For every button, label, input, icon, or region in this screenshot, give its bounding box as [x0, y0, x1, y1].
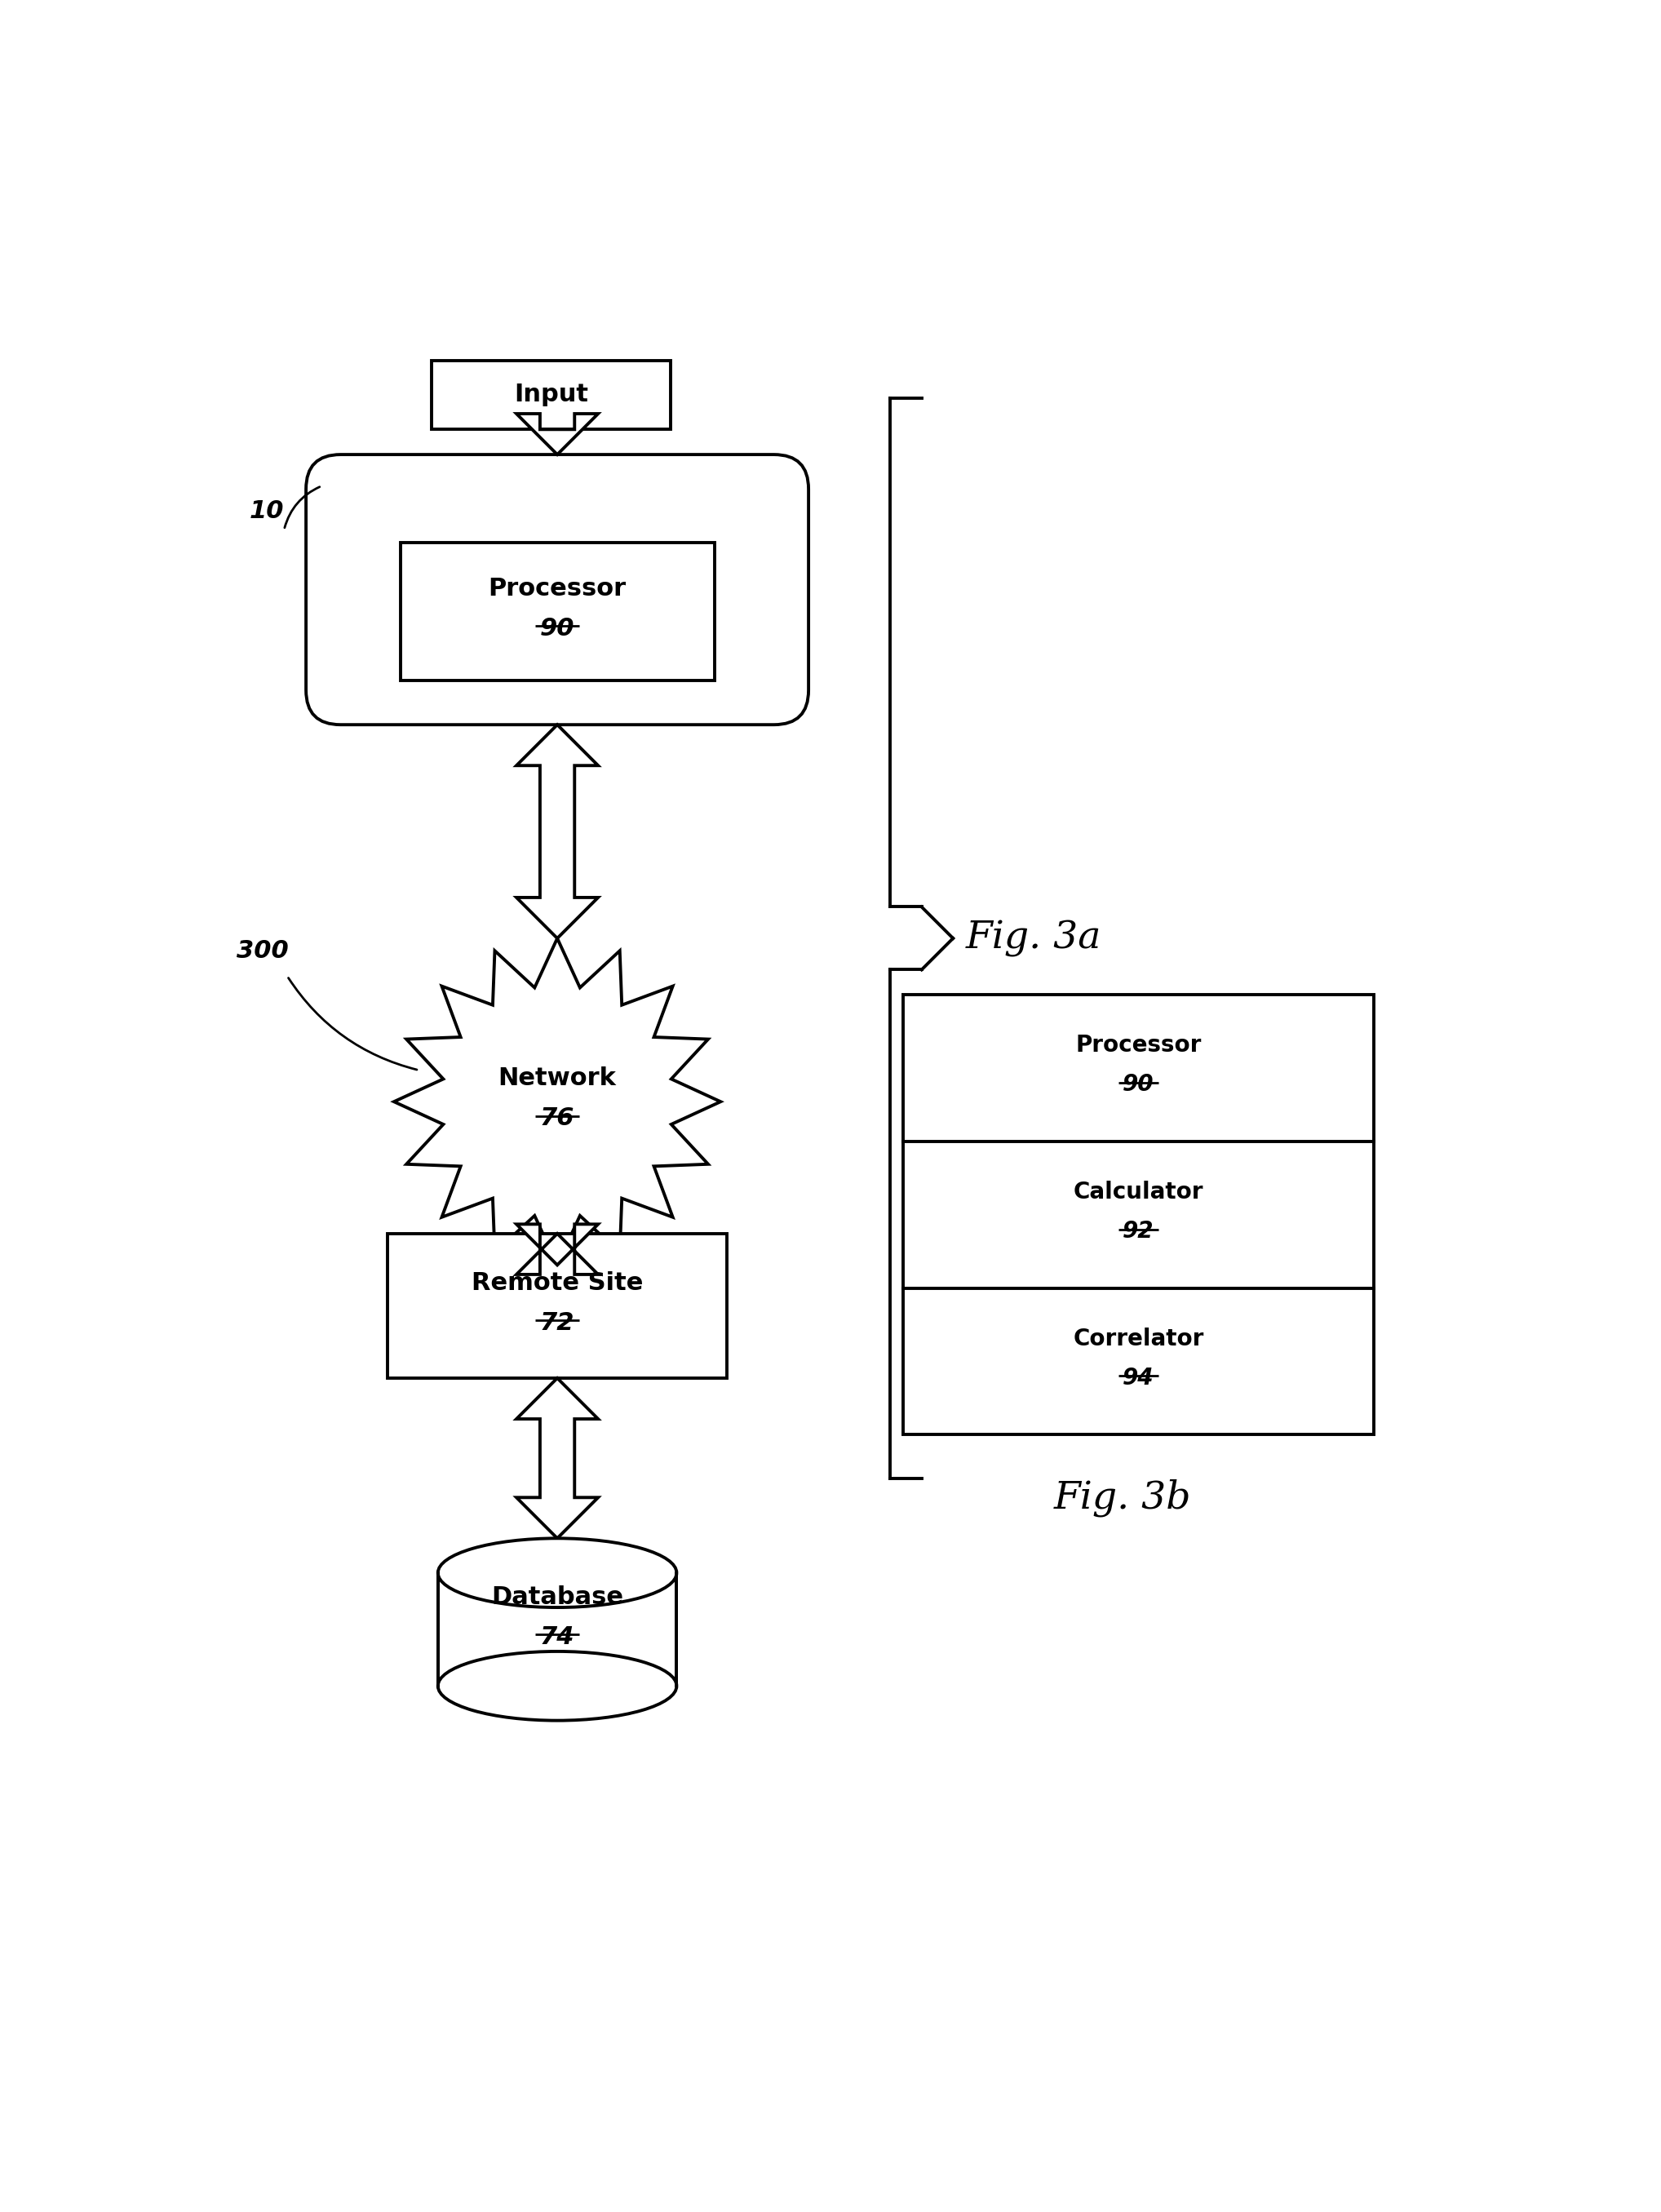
Bar [432, 361, 671, 429]
Text: 300: 300 [238, 940, 289, 962]
FancyBboxPatch shape [306, 453, 809, 726]
Polygon shape [517, 1223, 598, 1274]
Text: Fig. 3a: Fig. 3a [965, 920, 1101, 958]
Text: Calculator: Calculator [1073, 1181, 1204, 1203]
Bar [439, 1573, 676, 1686]
Polygon shape [394, 938, 721, 1265]
Text: 72: 72 [540, 1312, 575, 1334]
Text: Database: Database [492, 1586, 623, 1608]
Text: 94: 94 [1123, 1367, 1154, 1389]
Text: Input: Input [513, 383, 588, 407]
Polygon shape [517, 726, 598, 938]
Text: 90: 90 [540, 617, 575, 639]
Polygon shape [517, 1378, 598, 1537]
Text: 92: 92 [1123, 1219, 1154, 1243]
Bar [904, 995, 1374, 1436]
Text: 74: 74 [540, 1626, 575, 1648]
Ellipse shape [439, 1537, 676, 1608]
Text: Fig. 3b: Fig. 3b [1053, 1478, 1191, 1517]
Bar [387, 1234, 728, 1378]
Text: Processor: Processor [488, 577, 626, 599]
Text: Network: Network [498, 1066, 616, 1091]
Text: 90: 90 [1123, 1073, 1154, 1095]
Text: Processor: Processor [1075, 1033, 1201, 1057]
Polygon shape [517, 414, 598, 453]
Text: Correlator: Correlator [1073, 1327, 1204, 1349]
Ellipse shape [439, 1652, 676, 1721]
Text: Remote Site: Remote Site [472, 1272, 643, 1294]
Text: 10: 10 [249, 500, 284, 522]
Bar [400, 542, 714, 681]
Text: 76: 76 [540, 1106, 575, 1130]
